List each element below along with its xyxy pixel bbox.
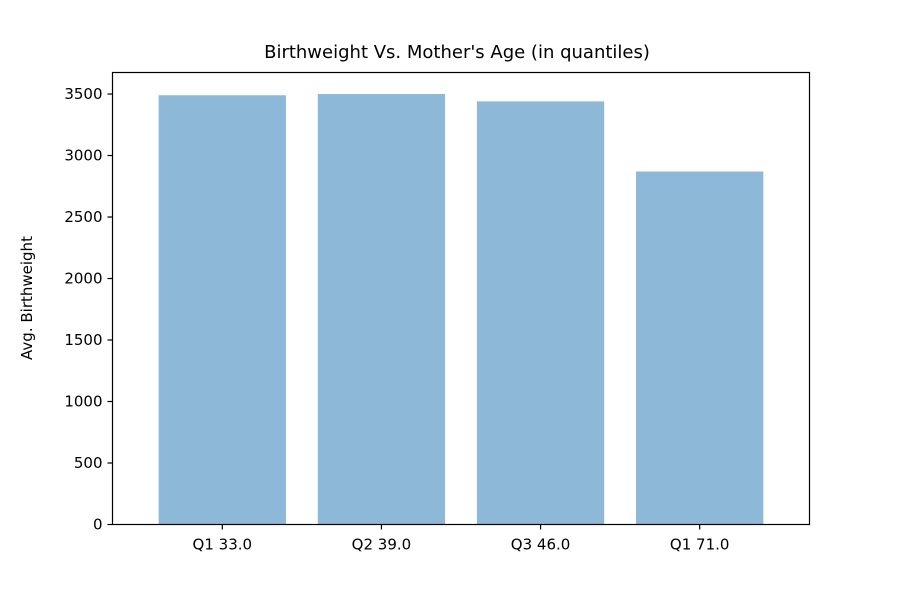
y-tick-label-0: 0 [93, 516, 103, 534]
bar-1 [317, 94, 446, 525]
x-tick-label-2: Q3 46.0 [511, 536, 571, 554]
x-tick-label-0: Q1 33.0 [193, 536, 253, 554]
y-tick-label-5: 2500 [64, 208, 102, 226]
plot-frame [111, 71, 811, 526]
bars-layer [158, 94, 764, 525]
y-tick-label-7: 3500 [64, 85, 102, 103]
y-tick-label-1: 500 [74, 454, 103, 472]
y-tick-label-3: 1500 [64, 331, 102, 349]
bar-2 [476, 101, 605, 525]
y-ticks-layer: 0 500 1000 1500 2000 2500 3000 3500 [64, 85, 113, 534]
x-tick-label-3: Q1 71.0 [670, 536, 730, 554]
y-tick-label-4: 2000 [64, 270, 102, 288]
x-tick-label-1: Q2 39.0 [352, 536, 412, 554]
y-tick-label-2: 1000 [64, 393, 102, 411]
y-axis-label: Avg. Birthweight [18, 236, 36, 360]
chart-title: Birthweight Vs. Mother's Age (in quantil… [264, 42, 650, 63]
y-tick-label-6: 3000 [64, 147, 102, 165]
x-ticks-layer: Q1 33.0 Q2 39.0 Q3 46.0 Q1 71.0 [193, 524, 730, 554]
bar-3 [636, 171, 764, 525]
bar-0 [158, 95, 286, 525]
